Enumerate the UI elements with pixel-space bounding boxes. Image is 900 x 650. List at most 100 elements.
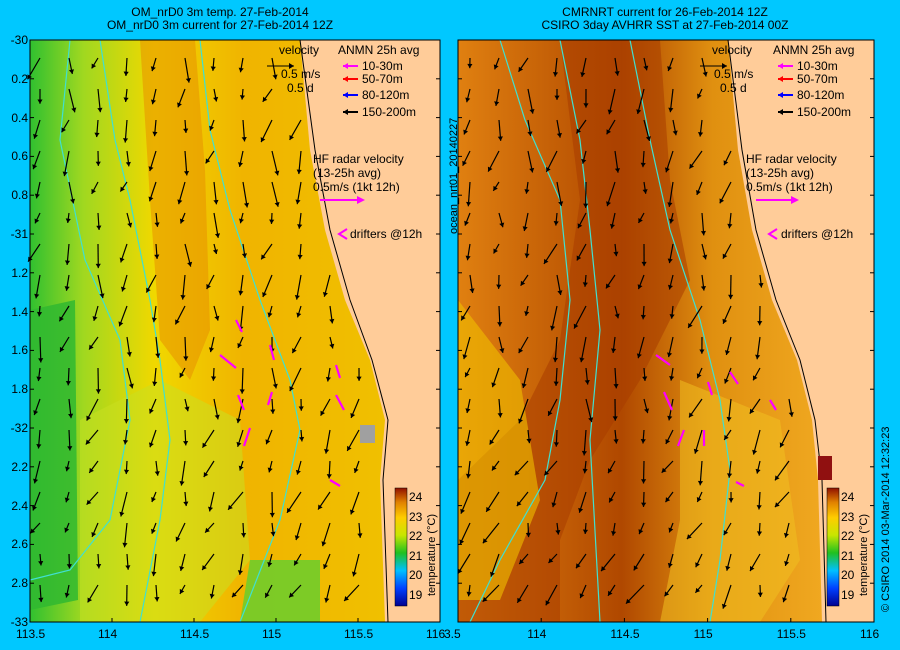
current-arrowhead — [37, 99, 43, 104]
current-arrowhead — [262, 96, 268, 102]
current-arrowhead — [209, 593, 215, 599]
left-colorbar-label: temperature (°C) — [426, 513, 438, 596]
current-arrowhead — [64, 592, 70, 598]
current-arrowhead — [349, 509, 355, 515]
current-arrowhead — [672, 130, 678, 136]
current-arrowhead — [752, 375, 758, 381]
current-arrowhead — [521, 383, 527, 389]
current-arrowhead — [89, 344, 94, 350]
current-arrowhead — [318, 504, 323, 510]
current-arrowhead — [152, 131, 158, 137]
current-arrowhead — [755, 468, 761, 474]
current-arrowhead — [128, 383, 134, 389]
current-arrowhead — [329, 318, 335, 324]
current-arrowhead — [465, 408, 471, 413]
current-arrowhead — [36, 376, 42, 382]
current-arrowhead — [496, 284, 502, 289]
lat-label: 2.2 — [11, 459, 28, 474]
current-arrowhead — [664, 167, 670, 173]
current-arrowhead — [524, 189, 530, 194]
current-arrowhead — [517, 597, 522, 603]
current-arrowhead — [294, 535, 300, 541]
current-arrowhead — [27, 74, 32, 80]
current-arrowhead — [289, 386, 295, 392]
current-arrowhead — [697, 480, 704, 486]
current-arrowhead — [237, 162, 244, 167]
current-arrowhead — [721, 603, 727, 609]
current-arrowhead — [68, 413, 74, 419]
current-arrowhead — [582, 529, 589, 534]
current-arrowhead — [61, 127, 66, 133]
left-legend-depth-1: 10-30m — [362, 59, 403, 73]
left-title-line1: OM_nrD0 3m temp. 27-Feb-2014 — [131, 5, 309, 19]
current-arrowhead — [154, 222, 160, 227]
current-arrowhead — [179, 218, 185, 224]
current-arrowhead — [33, 133, 38, 139]
current-arrowhead — [125, 565, 131, 570]
current-arrowhead — [779, 442, 785, 448]
current-arrowhead — [609, 223, 615, 229]
current-arrowhead — [96, 563, 102, 569]
current-arrowhead — [774, 475, 780, 481]
current-arrowhead — [150, 66, 156, 72]
colorbar-tick: 19 — [409, 587, 423, 602]
current-arrowhead — [68, 69, 74, 74]
current-arrowhead — [202, 565, 207, 571]
current-arrowhead — [722, 318, 728, 324]
left-legend-velocity: velocity — [279, 43, 320, 57]
colorbar-tick: 22 — [841, 529, 855, 543]
right-legend-speed: 0.5 m/s — [714, 67, 754, 81]
current-arrowhead — [667, 258, 673, 264]
current-arrowhead — [38, 597, 44, 603]
current-arrowhead — [179, 588, 185, 594]
current-arrowhead — [553, 221, 559, 226]
lat-label: 1.6 — [11, 343, 28, 358]
current-arrowhead — [642, 376, 648, 381]
current-arrowhead — [34, 218, 40, 224]
right-legend-depth-4: 150-200m — [797, 105, 852, 119]
current-arrowhead — [149, 408, 154, 414]
hf-radar-arrow — [242, 427, 252, 447]
lon-label: 116 — [426, 627, 446, 641]
current-arrowhead — [641, 261, 647, 267]
current-arrowhead — [209, 125, 214, 131]
right-legend-arrows — [700, 63, 799, 240]
current-arrowhead — [183, 170, 190, 176]
current-arrowhead — [637, 284, 643, 290]
current-arrowhead — [661, 467, 667, 473]
current-arrowhead — [183, 441, 189, 446]
current-arrowhead — [724, 434, 729, 440]
current-arrowhead — [669, 314, 675, 319]
hf-radar-arrow — [729, 371, 739, 385]
current-arrowhead — [205, 158, 211, 164]
current-arrowhead — [638, 217, 643, 223]
current-arrowhead — [724, 350, 730, 355]
current-arrowhead — [497, 322, 503, 327]
current-arrowhead — [578, 507, 584, 513]
current-arrowhead — [499, 348, 505, 353]
current-arrowhead — [723, 160, 729, 166]
current-arrowhead — [664, 591, 670, 597]
current-arrowhead — [573, 323, 579, 329]
current-arrowhead — [608, 590, 613, 596]
current-arrowhead — [321, 541, 327, 547]
colorbar-tick: 20 — [841, 568, 855, 582]
right-title: CMRNRT current for 26-Feb-2014 12Z CSIRO… — [505, 6, 825, 32]
current-arrowhead — [497, 413, 503, 418]
left-legend-arrows — [267, 63, 365, 240]
lon-label: 115.5 — [344, 627, 374, 641]
current-arrowhead — [344, 596, 349, 601]
current-arrowhead — [357, 533, 363, 538]
current-arrowhead — [640, 314, 646, 320]
current-arrowhead — [755, 354, 761, 360]
hf-radar-arrow — [706, 381, 714, 396]
current-arrowhead — [126, 351, 132, 357]
current-arrowhead — [123, 418, 130, 424]
current-arrowhead — [208, 506, 214, 512]
current-arrowhead — [489, 439, 495, 445]
current-arrowhead — [120, 286, 126, 292]
current-arrowhead — [546, 167, 551, 172]
current-arrowhead — [607, 468, 613, 474]
current-arrowhead — [723, 530, 729, 536]
hf-radar-arrow — [735, 481, 745, 487]
